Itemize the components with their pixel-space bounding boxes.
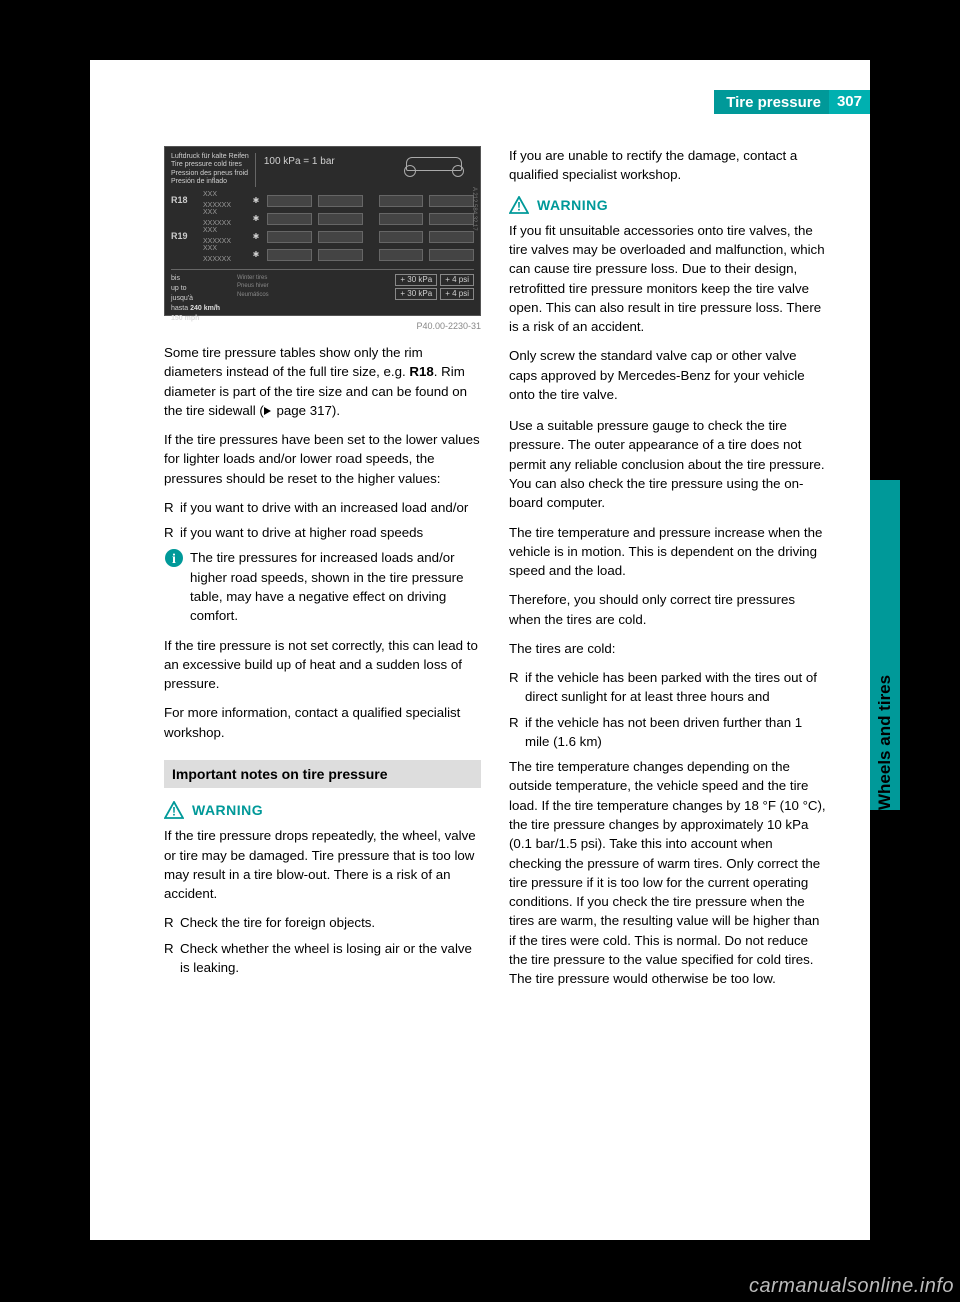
bullet-icon: R bbox=[164, 498, 180, 517]
bullet-icon: R bbox=[164, 913, 180, 932]
warning-text: Only screw the standard valve cap or oth… bbox=[509, 346, 826, 404]
warning-block: ! WARNING If the tire pressure drops rep… bbox=[164, 800, 481, 977]
body-paragraph: The tire temperature changes depending o… bbox=[509, 757, 826, 988]
body-paragraph: If the tire pressure is not set correctl… bbox=[164, 636, 481, 694]
body-paragraph: Use a suitable pressure gauge to check t… bbox=[509, 416, 826, 512]
warning-label: WARNING bbox=[537, 195, 608, 215]
side-tab-label: Wheels and tires bbox=[870, 480, 900, 810]
placard-rim-1: R18 bbox=[171, 194, 197, 207]
placard-conversion: 100 kPa = 1 bar bbox=[264, 153, 335, 170]
warning-label: WARNING bbox=[192, 800, 263, 820]
warning-text: If you fit unsuitable accessories onto t… bbox=[509, 221, 826, 337]
placard-rim-2: R19 bbox=[171, 230, 197, 243]
list-item: R if the vehicle has not been driven fur… bbox=[509, 713, 826, 752]
section-title: Tire pressure bbox=[726, 94, 829, 111]
svg-text:!: ! bbox=[517, 199, 521, 213]
bullet-icon: R bbox=[164, 939, 180, 978]
bullet-icon: R bbox=[509, 713, 525, 752]
warning-triangle-icon: ! bbox=[164, 801, 184, 819]
info-icon: i bbox=[164, 548, 184, 568]
body-paragraph: Therefore, you should only correct tire … bbox=[509, 590, 826, 629]
page-ref-icon bbox=[264, 407, 271, 415]
car-icon bbox=[394, 153, 474, 185]
body-paragraph: If the tire pressures have been set to t… bbox=[164, 430, 481, 488]
subheading: Important notes on tire pressure bbox=[164, 760, 481, 788]
page-number: 307 bbox=[829, 90, 870, 114]
placard-multilang-labels: Luftdruck für kalte Reifen Tire pressure… bbox=[171, 153, 256, 187]
bullet-icon: R bbox=[164, 523, 180, 542]
header-bar: Tire pressure 307 bbox=[714, 90, 870, 114]
list-item: R if you want to drive at higher road sp… bbox=[164, 523, 481, 542]
placard-part-number: A 212 584 32 17 bbox=[469, 187, 478, 231]
body-paragraph: Some tire pressure tables show only the … bbox=[164, 343, 481, 420]
body-paragraph: The tires are cold: bbox=[509, 639, 826, 658]
list-item: R Check whether the wheel is losing air … bbox=[164, 939, 481, 978]
body-paragraph: The tire temperature and pressure increa… bbox=[509, 523, 826, 581]
list-item: R Check the tire for foreign objects. bbox=[164, 913, 481, 932]
svg-text:!: ! bbox=[172, 805, 176, 819]
warning-triangle-icon: ! bbox=[509, 196, 529, 214]
warning-continuation: If you are unable to rectify the damage,… bbox=[509, 146, 826, 185]
warning-text: If the tire pressure drops repeatedly, t… bbox=[164, 826, 481, 903]
svg-text:i: i bbox=[172, 552, 176, 567]
body-paragraph: For more information, contact a qualifie… bbox=[164, 703, 481, 742]
placard-speed: bis up to jusqu'à hasta 240 km/h 150 mph bbox=[171, 274, 231, 325]
watermark: carmanualsonline.info bbox=[749, 1275, 954, 1298]
tire-pressure-placard-figure: Luftdruck für kalte Reifen Tire pressure… bbox=[164, 146, 481, 316]
bullet-icon: R bbox=[509, 668, 525, 707]
content-area: Luftdruck für kalte Reifen Tire pressure… bbox=[164, 146, 826, 1210]
warning-block: ! WARNING If you fit unsuitable accessor… bbox=[509, 195, 826, 405]
manual-page: Tire pressure 307 Wheels and tires Luftd… bbox=[90, 60, 870, 1240]
right-column: If you are unable to rectify the damage,… bbox=[509, 146, 826, 1210]
list-item: R if you want to drive with an increased… bbox=[164, 498, 481, 517]
left-column: Luftdruck für kalte Reifen Tire pressure… bbox=[164, 146, 481, 1210]
list-item: R if the vehicle has been parked with th… bbox=[509, 668, 826, 707]
info-note: i The tire pressures for increased loads… bbox=[164, 548, 481, 625]
